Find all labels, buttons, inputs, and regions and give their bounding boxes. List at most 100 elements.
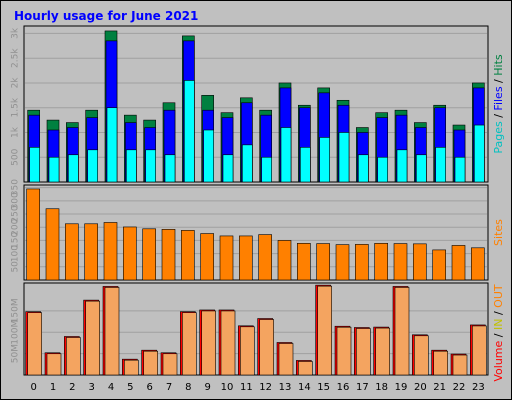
y-tick-label: 250 xyxy=(11,205,21,222)
sites-bar xyxy=(200,233,214,281)
pages-bar xyxy=(29,147,40,183)
legend-item: Pages xyxy=(492,121,505,154)
legend-item: OUT xyxy=(492,284,505,308)
sites-legend: Sites xyxy=(492,219,505,246)
legend-item: / xyxy=(492,330,505,341)
x-tick-label: 15 xyxy=(317,382,330,393)
sites-bar xyxy=(65,223,79,281)
x-tick-label: 1 xyxy=(50,382,56,393)
x-tick-label: 2 xyxy=(69,382,75,393)
sites-bar xyxy=(471,247,485,281)
out-bar xyxy=(240,326,255,376)
out-bar xyxy=(46,353,62,376)
sites-bar xyxy=(258,234,272,281)
y-tick-label: 350 xyxy=(11,179,21,196)
pages-files-hits-legend: Pages / Files / Hits xyxy=(492,54,505,154)
y-tick-label: 300 xyxy=(11,192,21,209)
pages-bar xyxy=(377,156,388,183)
legend-item: Hits xyxy=(492,54,505,76)
x-tick-label: 21 xyxy=(433,382,446,393)
y-tick-label: 100M xyxy=(11,320,21,345)
legend-item: Files xyxy=(492,86,505,110)
x-tick-label: 7 xyxy=(166,382,172,393)
pages-bar xyxy=(126,149,137,183)
legend-item: / xyxy=(492,111,505,122)
pages-bar xyxy=(261,156,272,183)
x-tick-label: 22 xyxy=(453,382,466,393)
y-tick-label: 200 xyxy=(11,218,21,235)
sites-bar xyxy=(316,243,330,281)
sites-bar xyxy=(374,243,388,281)
x-tick-label: 9 xyxy=(204,382,210,393)
sites-bar xyxy=(26,188,40,281)
pages-bar xyxy=(454,156,466,183)
x-tick-label: 12 xyxy=(259,382,272,393)
out-bar xyxy=(375,327,390,376)
sites-bar xyxy=(239,235,253,281)
x-tick-label: 23 xyxy=(472,382,485,393)
pages-bar xyxy=(106,107,118,183)
out-bar xyxy=(143,350,158,376)
out-bar xyxy=(66,337,81,376)
volume-in-out-legend: Volume / IN / OUT xyxy=(492,284,505,382)
pages-bar xyxy=(184,80,195,183)
legend-item: Sites xyxy=(492,219,505,246)
pages-bar xyxy=(319,137,330,183)
hits-files-pages-panel-frame xyxy=(23,25,489,183)
y-tick-label: 150M xyxy=(11,298,21,323)
sites-bar xyxy=(123,226,137,281)
out-bar xyxy=(124,359,139,376)
x-tick-label: 11 xyxy=(240,382,253,393)
sites-bar xyxy=(103,222,118,281)
sites-bar xyxy=(84,223,98,281)
x-tick-label: 14 xyxy=(298,382,311,393)
pages-bar xyxy=(48,156,60,183)
out-bar xyxy=(394,287,410,376)
chart-title: Hourly usage for June 2021 xyxy=(14,9,198,23)
legend-item: / xyxy=(492,76,505,87)
x-tick-label: 5 xyxy=(127,382,133,393)
out-bar xyxy=(414,335,429,376)
out-bar xyxy=(85,300,100,376)
pages-bar xyxy=(396,149,408,183)
y-tick-label: 50M xyxy=(11,344,21,363)
out-bar xyxy=(317,285,332,376)
out-bar xyxy=(336,326,352,376)
sites-bar xyxy=(413,243,427,281)
pages-bar xyxy=(300,147,311,183)
out-bar xyxy=(220,310,236,376)
pages-bar xyxy=(68,154,79,183)
x-tick-label: 3 xyxy=(88,382,94,393)
x-tick-label: 6 xyxy=(146,382,152,393)
x-tick-label: 16 xyxy=(337,382,350,393)
x-tick-label: 13 xyxy=(279,382,292,393)
x-axis-labels: 0 1 2 3 4 5 6 7 8 9 10 11 12 13 14 15 16 17 18 19 20 21 22 23 xyxy=(30,382,484,393)
x-tick-label: 19 xyxy=(395,382,408,393)
pages-bar xyxy=(145,149,156,183)
sites-bar xyxy=(432,249,446,281)
hits-files-pages-panel: 500 1k 1.5k 2k 2.5k 3k xyxy=(11,25,489,183)
pages-bar xyxy=(358,154,369,183)
out-bar xyxy=(452,354,468,376)
sites-bar xyxy=(393,243,408,281)
out-bar xyxy=(356,328,371,376)
y-tick-label: 50 xyxy=(11,261,21,273)
out-bar xyxy=(298,361,313,376)
legend-item: IN xyxy=(492,319,505,330)
y-tick-label: 150 xyxy=(11,232,21,249)
sites-bar xyxy=(355,244,369,281)
x-tick-label: 18 xyxy=(375,382,388,393)
pages-bar xyxy=(242,144,253,183)
y-tick-label: 1.5k xyxy=(11,97,21,117)
out-bar xyxy=(27,312,42,376)
pages-bar xyxy=(338,132,350,183)
sites-bar xyxy=(277,240,292,281)
sites-bar xyxy=(219,235,234,281)
volume-panel-frame xyxy=(23,282,489,376)
x-tick-label: 17 xyxy=(356,382,369,393)
y-tick-label: 2.5k xyxy=(11,48,21,68)
x-tick-label: 10 xyxy=(221,382,234,393)
